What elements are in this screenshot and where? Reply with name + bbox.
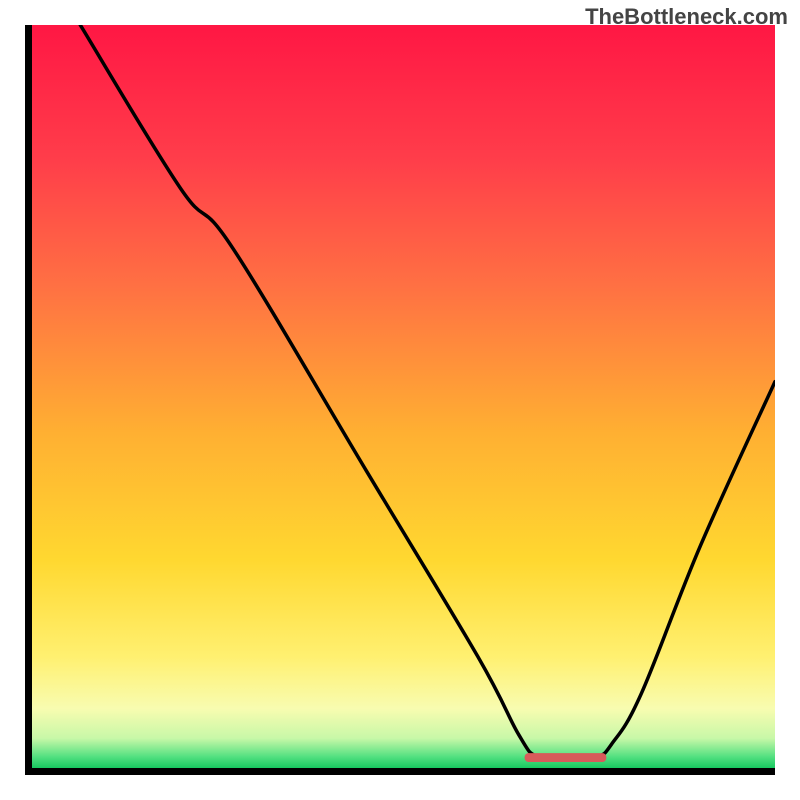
- curve-layer: [32, 25, 775, 768]
- watermark-text: TheBottleneck.com: [585, 4, 788, 30]
- bottleneck-curve: [80, 25, 775, 760]
- chart-container: TheBottleneck.com: [0, 0, 800, 800]
- plot-area: [25, 25, 775, 775]
- minimum-marker: [525, 753, 607, 762]
